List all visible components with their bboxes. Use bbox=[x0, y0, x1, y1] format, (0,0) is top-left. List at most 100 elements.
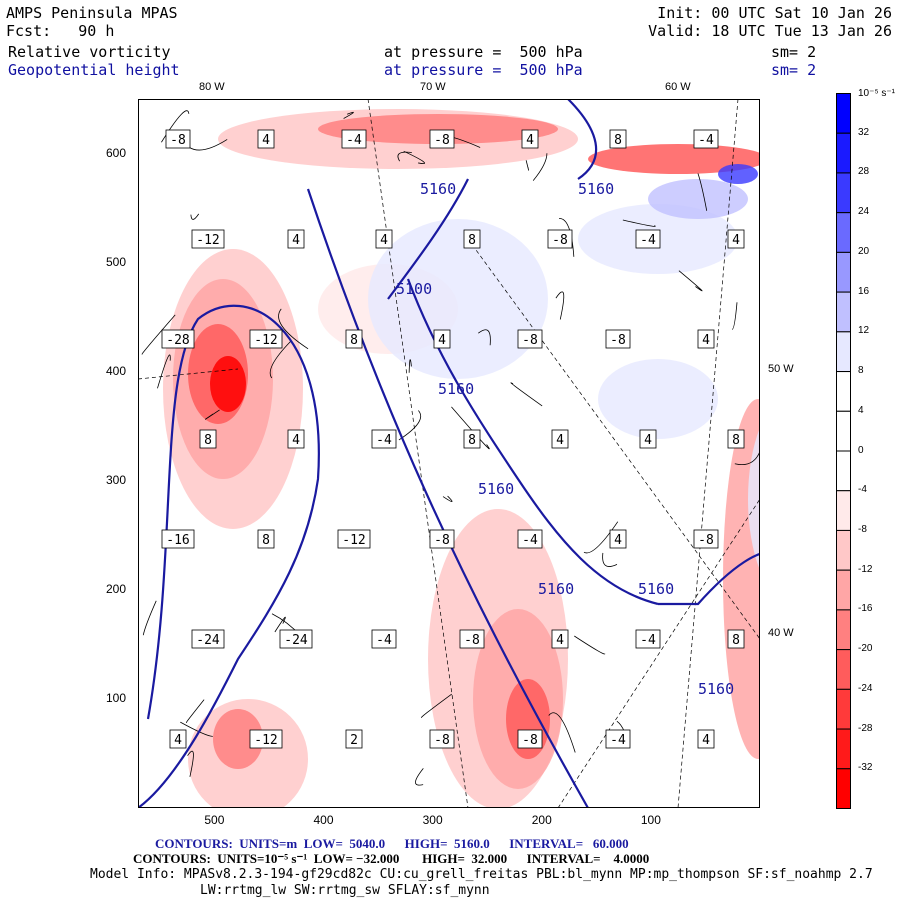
vorticity-region bbox=[210, 356, 246, 412]
svg-text:-24: -24 bbox=[196, 633, 220, 648]
vorticity-contour-label: 2 bbox=[345, 729, 363, 749]
vorticity-contour bbox=[141, 314, 176, 355]
vorticity-contour-label: 4 bbox=[521, 129, 539, 149]
colorbar-label: 12 bbox=[858, 325, 870, 337]
vorticity-contour bbox=[734, 450, 760, 466]
vorticity-contour bbox=[478, 329, 491, 346]
init-time: Init: 00 UTC Sat 10 Jan 26 bbox=[657, 4, 892, 22]
colorbar-bin bbox=[836, 490, 851, 531]
vorticity-contour-label: -4 bbox=[341, 129, 367, 149]
vorticity-contour bbox=[190, 213, 200, 220]
colorbar-label: -4 bbox=[858, 484, 867, 496]
lon-label-60w: 60 W bbox=[665, 81, 691, 93]
vorticity-contour-label: 4 bbox=[551, 429, 569, 449]
height-contour bbox=[387, 178, 469, 300]
colorbar-bin bbox=[836, 728, 851, 770]
svg-text:4: 4 bbox=[702, 333, 710, 348]
model-info-physics: LW:rrtmg_lw SW:rrtmg_sw SFLAY:sf_mynn bbox=[200, 883, 490, 898]
svg-text:-12: -12 bbox=[254, 333, 277, 348]
x-tick-label: 500 bbox=[204, 813, 225, 827]
colorbar-label: -12 bbox=[858, 563, 873, 575]
svg-text:-8: -8 bbox=[698, 533, 714, 548]
colorbar-bin bbox=[836, 251, 851, 293]
field2-sm: sm= 2 bbox=[771, 61, 817, 79]
field2-name: Geopotential height bbox=[8, 61, 180, 79]
height-contour-label: 5100 bbox=[396, 280, 432, 298]
colorbar-bin bbox=[836, 291, 851, 333]
colorbar-bin bbox=[836, 529, 851, 571]
svg-text:4: 4 bbox=[526, 133, 534, 148]
vorticity-contour-label: 4 bbox=[287, 229, 305, 249]
vorticity-contour-label: -4 bbox=[517, 529, 543, 549]
svg-text:8: 8 bbox=[732, 633, 740, 648]
x-tick-label: 200 bbox=[531, 813, 552, 827]
colorbar-bin bbox=[836, 410, 851, 452]
vorticity-contour-label: 8 bbox=[463, 229, 481, 249]
colorbar-bin bbox=[836, 132, 851, 174]
colorbar-label: -8 bbox=[858, 523, 867, 535]
vorticity-contour bbox=[408, 359, 412, 373]
svg-text:-4: -4 bbox=[376, 433, 392, 448]
vorticity-region bbox=[648, 179, 748, 219]
svg-text:8: 8 bbox=[468, 233, 476, 248]
vorticity-contour bbox=[574, 635, 606, 655]
svg-text:-4: -4 bbox=[640, 633, 656, 648]
svg-text:-8: -8 bbox=[610, 333, 626, 348]
svg-text:4: 4 bbox=[292, 233, 300, 248]
vorticity-contour bbox=[398, 410, 422, 441]
vorticity-contour-label: 4 bbox=[697, 729, 715, 749]
colorbar-bin bbox=[836, 212, 851, 253]
vorticity-contour bbox=[278, 308, 309, 350]
model-info: Model Info: MPASv8.2.3-194-gf29cd82c CU:… bbox=[90, 867, 873, 882]
vorticity-contour bbox=[415, 768, 424, 786]
height-contour-label: 5160 bbox=[478, 480, 514, 498]
vorticity-contour-label: -8 bbox=[517, 329, 543, 349]
vorticity-region bbox=[318, 114, 558, 144]
vorticity-contour-label: -12 bbox=[191, 229, 225, 249]
height-contour-label: 5160 bbox=[538, 580, 574, 598]
colorbar-label: 0 bbox=[858, 444, 864, 456]
svg-text:4: 4 bbox=[614, 533, 622, 548]
vorticity-region bbox=[368, 219, 548, 379]
vorticity-contour bbox=[602, 552, 618, 567]
svg-text:-4: -4 bbox=[346, 133, 362, 148]
vorticity-contour bbox=[548, 712, 576, 753]
graticule-line bbox=[557, 498, 760, 808]
svg-text:4: 4 bbox=[556, 633, 564, 648]
height-contour bbox=[138, 304, 320, 808]
vorticity-contour-label: 8 bbox=[463, 429, 481, 449]
y-tick-label: 600 bbox=[106, 145, 127, 160]
svg-text:-8: -8 bbox=[434, 733, 450, 748]
colorbar-bin bbox=[836, 93, 851, 134]
vorticity-contour-label: 8 bbox=[727, 429, 745, 449]
vorticity-contour-label: 8 bbox=[727, 629, 745, 649]
colorbar-label: 20 bbox=[858, 245, 870, 257]
vorticity-contour bbox=[697, 173, 708, 211]
vorticity-contour-label: 4 bbox=[551, 629, 569, 649]
lon-label-50w: 50 W bbox=[768, 363, 794, 375]
svg-text:-16: -16 bbox=[166, 533, 189, 548]
vorticity-contour-label: 8 bbox=[609, 129, 627, 149]
svg-text:-24: -24 bbox=[284, 633, 308, 648]
vorticity-contour-label: -8 bbox=[693, 529, 719, 549]
vorticity-contour-label: -8 bbox=[517, 729, 543, 749]
vorticity-contour-label: -12 bbox=[249, 729, 283, 749]
vorticity-contour bbox=[731, 302, 738, 330]
colorbar-bin bbox=[836, 768, 851, 809]
vorticity-contour-label: 4 bbox=[727, 229, 745, 249]
colorbar-label: 32 bbox=[858, 126, 870, 138]
model-title: AMPS Peninsula MPAS bbox=[6, 4, 178, 22]
graticule-line bbox=[138, 368, 239, 380]
lon-label-70w: 70 W bbox=[420, 81, 446, 93]
vorticity-contour-label: 4 bbox=[287, 429, 305, 449]
vorticity-contour-label: -8 bbox=[459, 629, 485, 649]
vorticity-contour-label: 4 bbox=[697, 329, 715, 349]
colorbar-bin bbox=[836, 688, 851, 730]
vorticity-contour bbox=[622, 219, 656, 227]
svg-text:-4: -4 bbox=[640, 233, 656, 248]
vorticity-contour-label: -8 bbox=[605, 329, 631, 349]
vorticity-contour-label: -4 bbox=[693, 129, 719, 149]
vorticity-map: -8 4 -4 -8 4 8 -4 -12 4 4 8 -8 -4 4 -28 -12 8 4 -8 -8 4 8 4 -4 8… bbox=[138, 99, 760, 808]
x-tick-label: 300 bbox=[422, 813, 443, 827]
colorbar-bin bbox=[836, 569, 851, 611]
